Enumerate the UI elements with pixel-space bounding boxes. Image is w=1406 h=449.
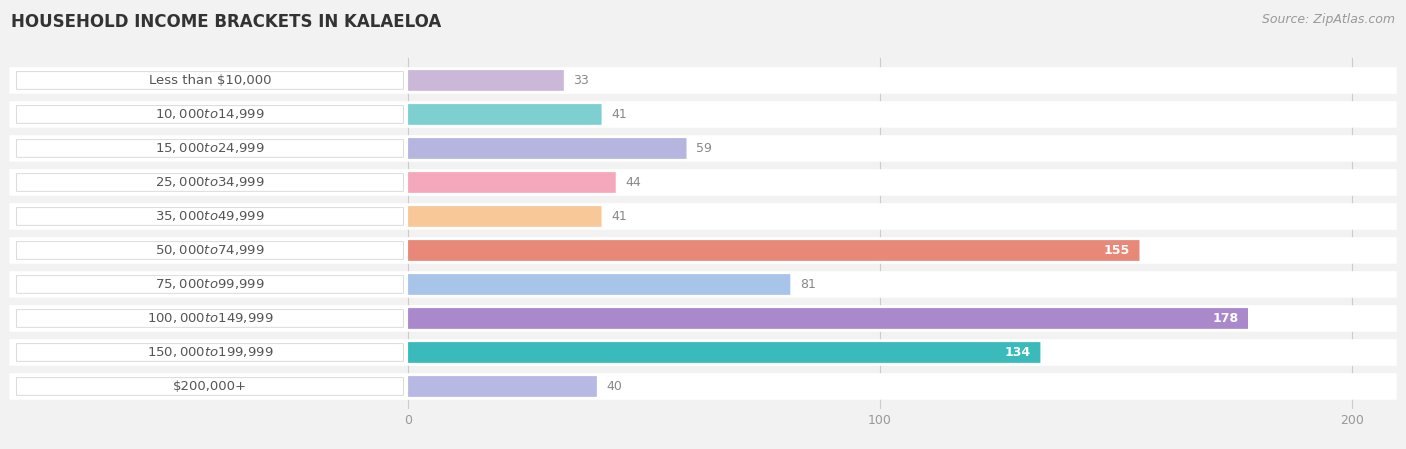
Text: $200,000+: $200,000+ [173, 380, 247, 393]
FancyBboxPatch shape [408, 274, 790, 295]
Text: 41: 41 [612, 108, 627, 121]
FancyBboxPatch shape [408, 206, 602, 227]
FancyBboxPatch shape [408, 376, 598, 397]
Text: $25,000 to $34,999: $25,000 to $34,999 [155, 176, 264, 189]
Text: $50,000 to $74,999: $50,000 to $74,999 [155, 243, 264, 257]
FancyBboxPatch shape [17, 310, 404, 327]
Text: 155: 155 [1104, 244, 1130, 257]
FancyBboxPatch shape [408, 172, 616, 193]
Text: 134: 134 [1005, 346, 1031, 359]
Text: Source: ZipAtlas.com: Source: ZipAtlas.com [1261, 13, 1395, 26]
FancyBboxPatch shape [408, 240, 1139, 261]
Text: 59: 59 [696, 142, 711, 155]
FancyBboxPatch shape [408, 104, 602, 125]
FancyBboxPatch shape [10, 237, 1396, 264]
FancyBboxPatch shape [17, 208, 404, 225]
Text: HOUSEHOLD INCOME BRACKETS IN KALAELOA: HOUSEHOLD INCOME BRACKETS IN KALAELOA [11, 13, 441, 31]
FancyBboxPatch shape [10, 373, 1396, 400]
FancyBboxPatch shape [10, 135, 1396, 162]
FancyBboxPatch shape [17, 242, 404, 259]
FancyBboxPatch shape [17, 72, 404, 89]
FancyBboxPatch shape [17, 276, 404, 293]
Text: $35,000 to $49,999: $35,000 to $49,999 [155, 210, 264, 224]
Text: $15,000 to $24,999: $15,000 to $24,999 [155, 141, 264, 155]
FancyBboxPatch shape [408, 308, 1249, 329]
Text: 33: 33 [574, 74, 589, 87]
Text: 41: 41 [612, 210, 627, 223]
Text: 44: 44 [626, 176, 641, 189]
FancyBboxPatch shape [10, 169, 1396, 196]
FancyBboxPatch shape [408, 138, 686, 159]
FancyBboxPatch shape [10, 305, 1396, 332]
Text: $150,000 to $199,999: $150,000 to $199,999 [146, 345, 273, 360]
FancyBboxPatch shape [17, 344, 404, 361]
FancyBboxPatch shape [10, 203, 1396, 230]
Text: Less than $10,000: Less than $10,000 [149, 74, 271, 87]
Text: $100,000 to $149,999: $100,000 to $149,999 [146, 312, 273, 326]
Text: 81: 81 [800, 278, 815, 291]
FancyBboxPatch shape [408, 342, 1040, 363]
Text: $10,000 to $14,999: $10,000 to $14,999 [155, 107, 264, 122]
FancyBboxPatch shape [10, 67, 1396, 94]
FancyBboxPatch shape [10, 339, 1396, 366]
FancyBboxPatch shape [17, 106, 404, 123]
Text: 178: 178 [1212, 312, 1239, 325]
FancyBboxPatch shape [17, 174, 404, 191]
FancyBboxPatch shape [408, 70, 564, 91]
Text: 40: 40 [606, 380, 621, 393]
FancyBboxPatch shape [17, 378, 404, 395]
FancyBboxPatch shape [17, 140, 404, 157]
FancyBboxPatch shape [10, 101, 1396, 128]
FancyBboxPatch shape [10, 271, 1396, 298]
Text: $75,000 to $99,999: $75,000 to $99,999 [155, 277, 264, 291]
